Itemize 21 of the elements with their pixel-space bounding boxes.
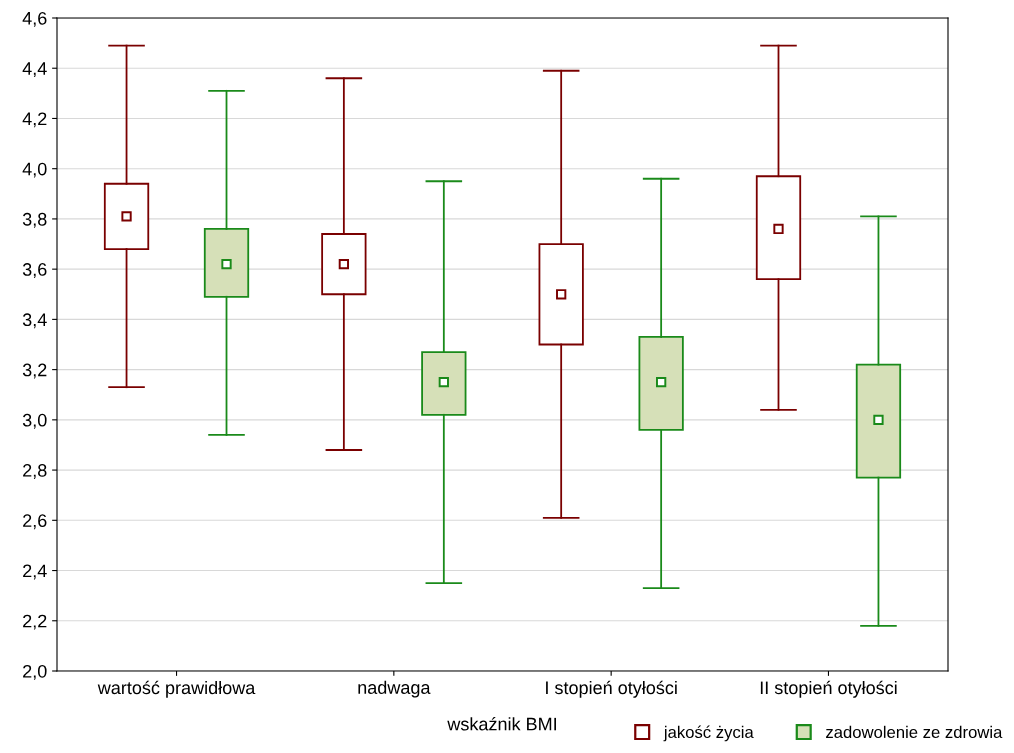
y-tick-label: 3,4 [22,313,47,329]
y-tick-label: 2,6 [23,514,47,530]
y-tick-label: 4,0 [22,162,47,178]
y-tick-label: 4,6 [22,11,47,27]
y-tick-label: 2,8 [23,464,47,479]
y-tick-label: 3,2 [22,363,47,379]
y-tick-label: 2,2 [23,614,47,630]
legend-label: zadowolenie ze zdrowia [826,725,1003,739]
x-tick-label: II stopień otyłości [760,680,897,698]
x-tick-label: nadwaga [358,680,431,698]
y-tick-label: 4,4 [22,62,47,78]
y-tick-label: 2,4 [23,564,47,580]
x-axis-title: wskaźnik BMI [447,717,557,731]
legend-label: jakość życia [663,725,754,742]
y-tick-label: 3,0 [22,413,47,429]
y-tick-label: 3,8 [22,212,47,228]
x-tick-label: I stopień otyłości [546,680,677,698]
y-tick-label: 2,0 [23,664,47,680]
y-tick-label: 4,2 [22,112,47,128]
x-tick-label: wartość prawidłowa [97,680,256,698]
y-tick-label: 3,6 [22,263,47,279]
